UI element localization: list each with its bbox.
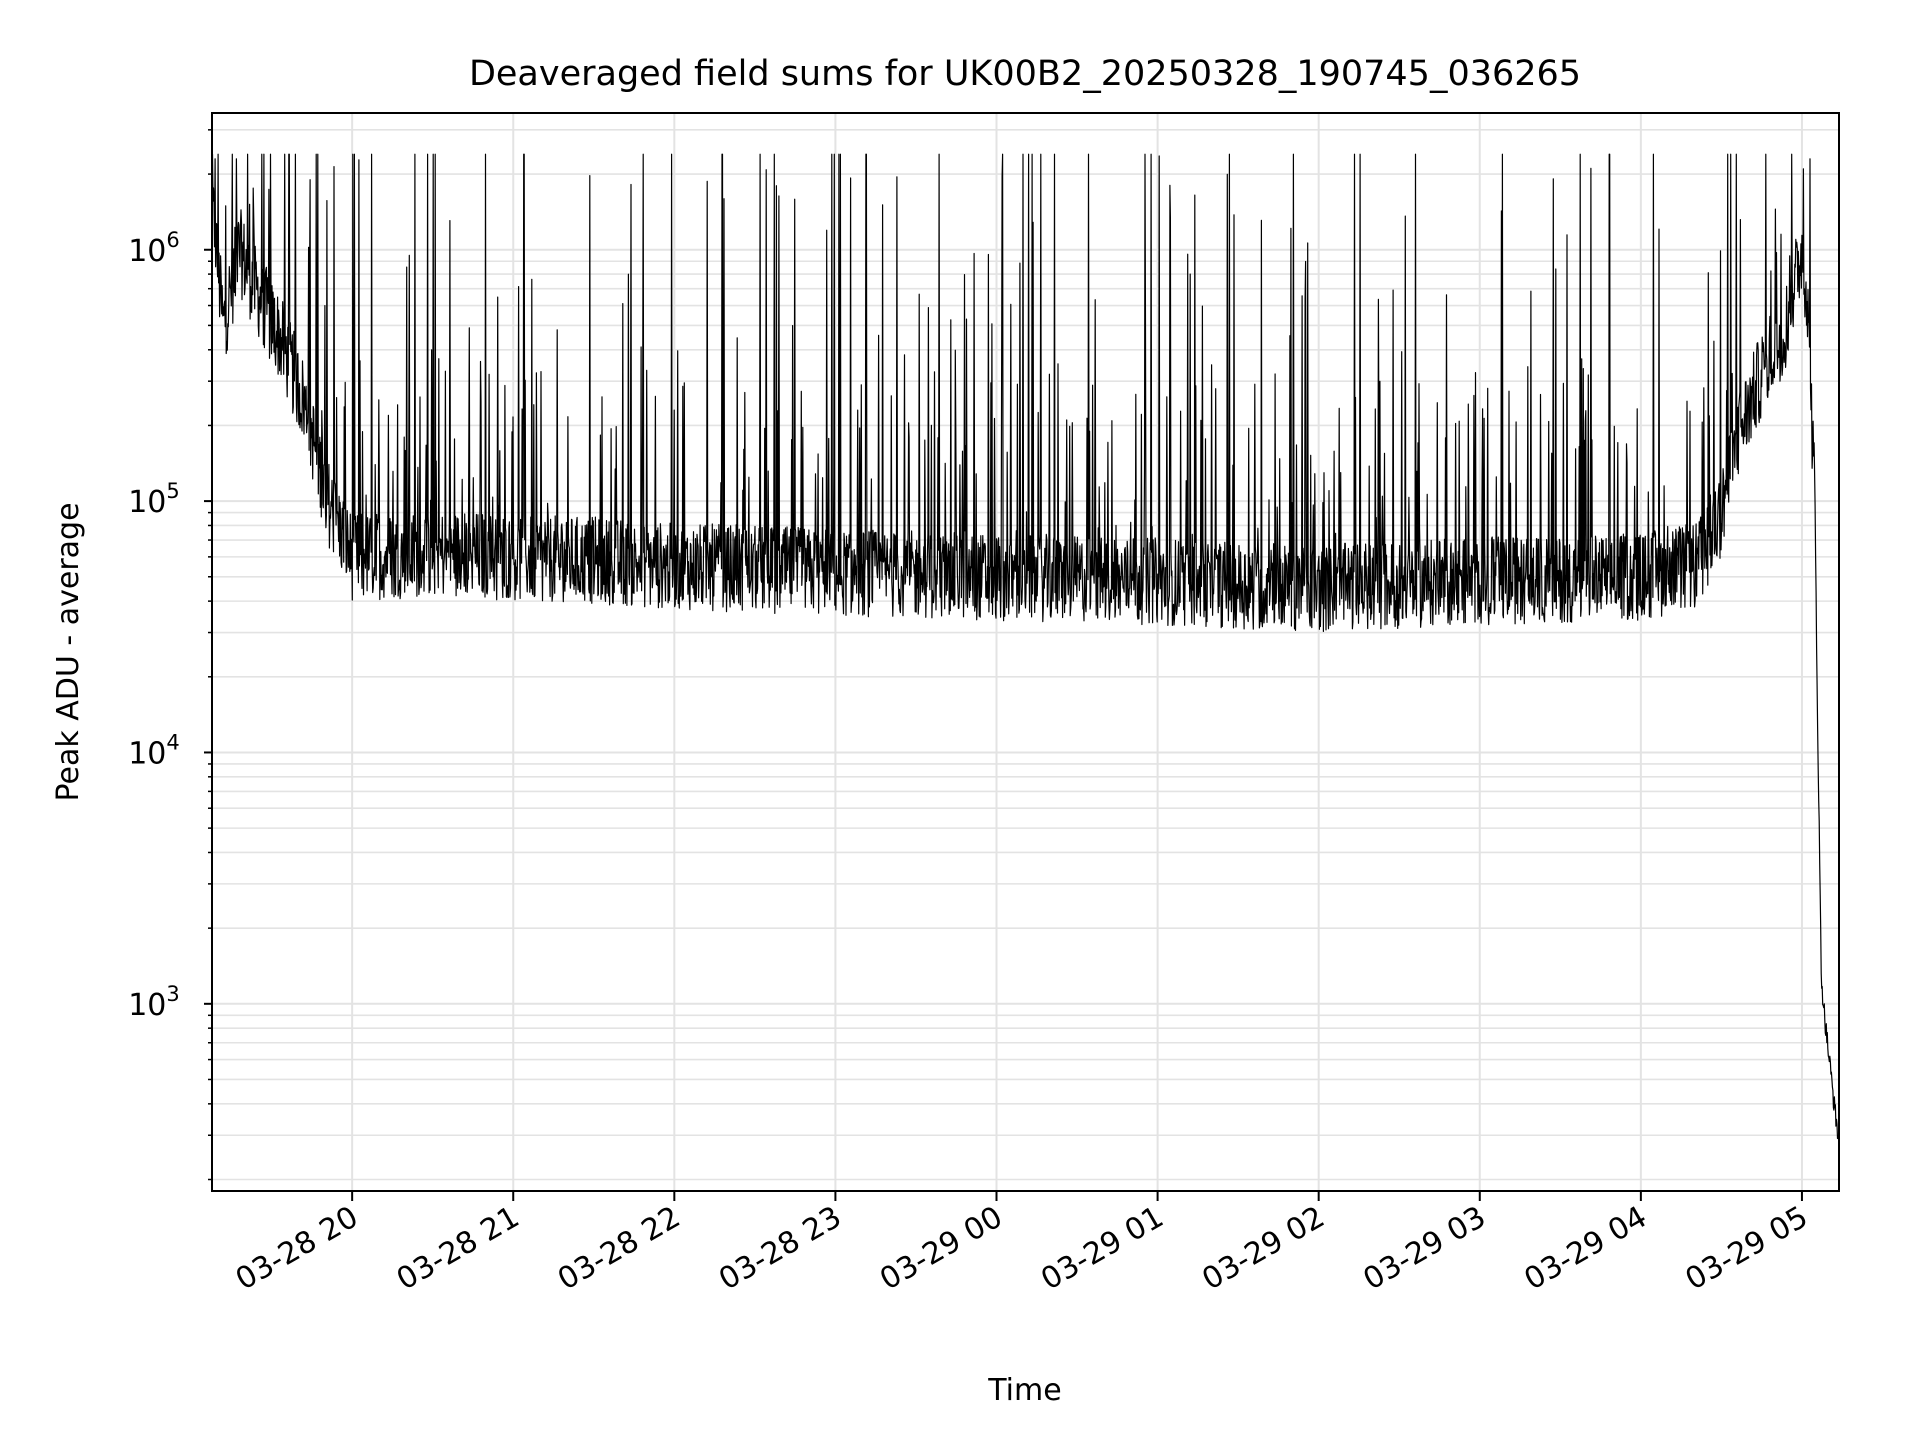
chart-title: Deaveraged field sums for UK00B2_2025032… [469, 54, 1581, 94]
y-tick-label: 106 [128, 228, 180, 269]
y-tick-label: 103 [128, 982, 180, 1023]
series-line [211, 153, 1840, 1140]
data-series [211, 153, 1840, 1140]
y-axis: 103 104 105 106 [128, 129, 212, 1181]
y-axis-label: Peak ADU - average [51, 502, 86, 801]
x-axis-label: Time [987, 1373, 1061, 1408]
y-tick-label: 105 [128, 479, 180, 520]
plot-frame [211, 112, 1840, 1192]
y-tick-label: 104 [128, 730, 180, 771]
